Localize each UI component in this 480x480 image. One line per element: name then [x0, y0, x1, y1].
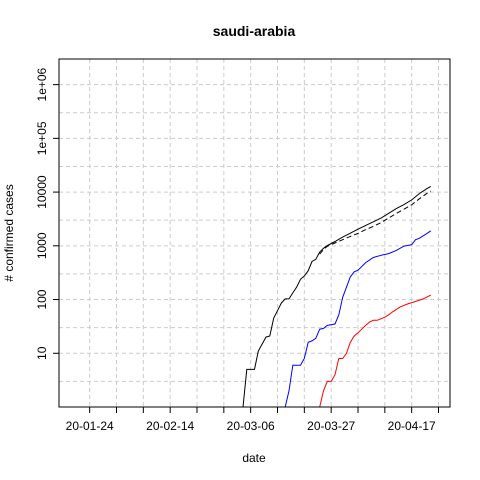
x-tick-label: 20-03-06	[227, 419, 275, 433]
x-axis: 20-01-24 20-02-14 20-03-06 20-03-27 20-04-17	[66, 407, 439, 433]
grid	[59, 58, 450, 408]
y-axis: 10 100 1000 10000 1e+05 1e+06	[35, 67, 59, 360]
x-tick-label: 20-03-27	[307, 419, 355, 433]
series-line-3	[266, 230, 432, 408]
y-tick-label: 10000	[35, 175, 49, 209]
y-tick-label: 100	[35, 289, 49, 309]
x-tick-label: 20-01-24	[66, 419, 114, 433]
series-layer	[235, 185, 432, 408]
series-line-1	[235, 185, 432, 408]
chart-title: saudi-arabia	[213, 23, 296, 39]
y-tick-label: 10	[35, 346, 49, 360]
y-tick-label: 1e+05	[35, 121, 49, 155]
series-line-2	[319, 190, 432, 255]
x-tick-label: 20-04-17	[388, 419, 436, 433]
x-axis-label: date	[242, 451, 266, 465]
plot-frame	[58, 58, 451, 408]
y-axis-label: # confirmed cases	[2, 184, 16, 281]
y-tick-label: 1000	[35, 232, 49, 259]
y-tick-label: 1e+06	[35, 67, 49, 101]
x-tick-label: 20-02-14	[146, 419, 194, 433]
series-line-4	[319, 294, 432, 408]
